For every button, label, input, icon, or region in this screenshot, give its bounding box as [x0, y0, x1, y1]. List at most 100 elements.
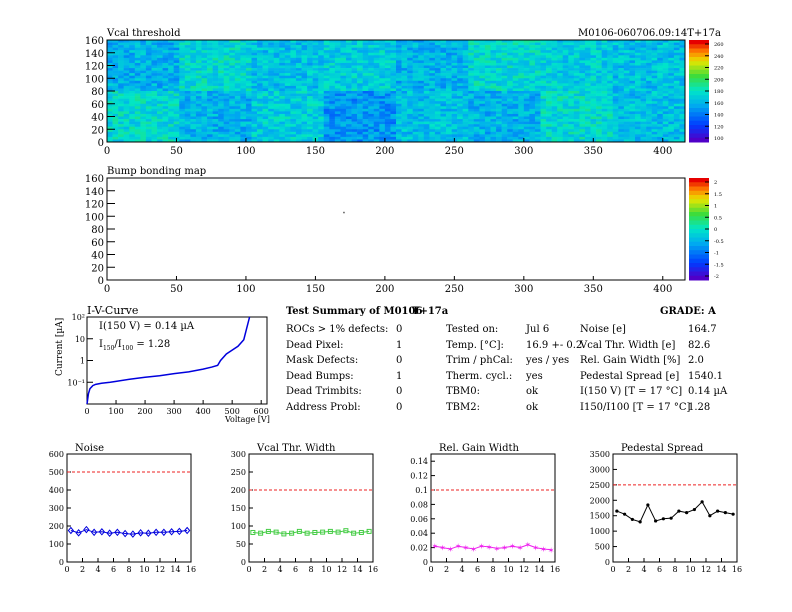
- heat-cell: [473, 42, 480, 46]
- heat-cell: [190, 111, 197, 115]
- heat-cell: [390, 121, 397, 125]
- heat-cell: [295, 55, 302, 59]
- heat-cell: [529, 98, 536, 102]
- heat-cell: [568, 119, 575, 122]
- heat-y-tick-label: 20: [91, 125, 104, 136]
- heat-cell: [496, 96, 502, 99]
- heat-cell: [462, 136, 469, 140]
- heat-cell: [584, 121, 591, 125]
- heat-cell: [134, 47, 141, 51]
- heat-cell: [440, 131, 447, 135]
- heat-cell: [418, 42, 425, 46]
- heat-cell: [251, 101, 258, 105]
- heat-cell: [207, 119, 213, 122]
- heat-cell: [245, 116, 252, 120]
- heat-cell: [229, 134, 236, 138]
- heat-cell: [446, 136, 452, 140]
- heat-cell: [673, 62, 680, 66]
- heat-cell: [434, 126, 441, 130]
- heat-cell: [273, 119, 280, 122]
- heat-cell: [345, 62, 352, 66]
- heat-cell: [340, 68, 347, 71]
- heat-cell: [401, 78, 408, 82]
- heat-cell: [140, 85, 147, 89]
- heat-cell: [618, 80, 625, 84]
- heat-cell: [657, 116, 664, 120]
- data-point: [67, 526, 75, 535]
- heat-cell: [501, 116, 508, 120]
- heat-cell: [162, 83, 169, 87]
- heat-cell: [334, 47, 341, 51]
- heat-cell: [345, 65, 352, 69]
- heat-cell: [295, 52, 302, 56]
- heat-cell: [679, 93, 686, 97]
- heat-cell: [523, 68, 530, 71]
- heat-cell: [145, 80, 152, 84]
- heat-cell: [612, 111, 619, 115]
- heat-cell: [640, 136, 647, 140]
- heat-cell: [290, 50, 297, 54]
- heat-cell: [262, 101, 269, 105]
- heat-cell: [223, 65, 230, 69]
- heat-cell: [440, 60, 447, 64]
- heat-cell: [284, 108, 291, 112]
- heat-cell: [657, 60, 664, 64]
- heat-cell: [112, 47, 119, 51]
- heat-cell: [679, 129, 686, 133]
- scale-swatch: [689, 103, 709, 109]
- heat-cell: [357, 45, 363, 48]
- scale-swatch: [689, 224, 709, 230]
- heat-cell: [134, 83, 141, 87]
- heat-cell: [318, 73, 325, 76]
- heat-cell: [523, 136, 530, 140]
- data-point: [358, 529, 364, 535]
- heat-cell: [462, 101, 469, 105]
- heat-cell: [251, 50, 258, 54]
- heat-cell: [512, 68, 519, 71]
- heat-cell: [145, 88, 152, 92]
- heat-cell: [618, 50, 625, 54]
- heat-cell: [345, 60, 352, 64]
- heat-cell: [407, 70, 413, 74]
- defect-value: 1: [396, 370, 403, 382]
- heat-cell: [157, 103, 163, 107]
- heat-cell: [529, 96, 536, 99]
- heat-cell: [345, 45, 352, 48]
- heat-cell: [662, 108, 669, 112]
- heat-cell: [168, 101, 174, 105]
- heat-cell: [301, 91, 308, 94]
- heat-cell: [473, 101, 480, 105]
- heat-cell: [468, 96, 475, 99]
- heat-cell: [501, 131, 508, 135]
- heat-cell: [318, 40, 325, 43]
- heat-cell: [401, 52, 408, 56]
- heat-cell: [529, 45, 536, 48]
- heat-cell: [162, 98, 169, 102]
- heat-cell: [473, 85, 480, 89]
- heat-cell: [568, 131, 575, 135]
- heat-cell: [318, 50, 325, 54]
- heat-cell: [490, 50, 497, 54]
- heat-cell: [557, 68, 564, 71]
- heat-cell: [596, 57, 602, 61]
- heat-cell: [362, 126, 369, 130]
- heat-cell: [646, 47, 652, 51]
- heat-cell: [112, 93, 119, 97]
- heat-cell: [112, 134, 119, 138]
- scale-label: -0.5: [714, 239, 724, 245]
- heat-cell: [584, 65, 591, 69]
- heat-cell: [579, 129, 586, 133]
- heat-cell: [168, 68, 174, 71]
- heat-cell: [518, 78, 525, 82]
- heat-cell: [668, 106, 675, 110]
- heat-cell: [518, 52, 525, 56]
- heat-cell: [251, 68, 258, 71]
- heat-cell: [373, 106, 380, 110]
- heat-cell: [301, 136, 308, 140]
- heat-cell: [501, 121, 508, 125]
- heat-cell: [618, 119, 625, 122]
- heat-cell: [573, 106, 580, 110]
- heat-cell: [195, 73, 202, 76]
- heat-cell: [579, 68, 586, 71]
- data-point: [304, 530, 310, 536]
